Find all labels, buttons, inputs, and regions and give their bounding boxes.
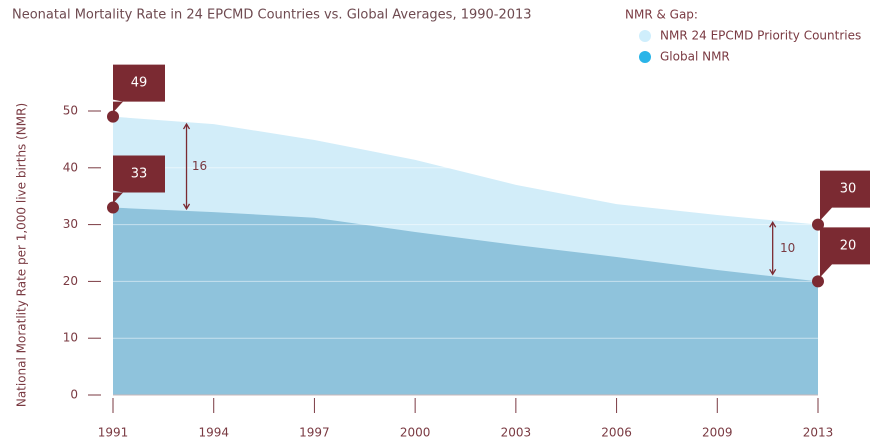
callout-box: [113, 155, 165, 204]
data-label: 20: [840, 238, 857, 253]
gap-label: 16: [192, 159, 207, 173]
y-axis-label: National Moratlity Rate per 1,000 live b…: [15, 103, 29, 407]
x-tick-label: 2006: [601, 426, 632, 440]
chart-title: Neonatal Mortality Rate in 24 EPCMD Coun…: [12, 8, 532, 23]
gap-label: 10: [780, 241, 795, 255]
data-label: 30: [840, 182, 857, 197]
x-tick-label: 2000: [400, 426, 431, 440]
callout-box: [820, 170, 870, 221]
x-tick-label: 2003: [501, 426, 532, 440]
y-tick-label: 0: [70, 388, 78, 402]
x-tick-label: 1991: [98, 426, 129, 440]
arrow-head: [769, 268, 777, 276]
arrow-head: [182, 122, 191, 130]
legend-swatch: [639, 30, 651, 42]
y-tick-label: 50: [63, 104, 78, 118]
callout-point: [107, 110, 119, 123]
area: [113, 207, 818, 395]
legend-label: NMR 24 EPCMD Priority Countries: [660, 29, 861, 43]
legend-label: Global NMR: [660, 50, 730, 64]
callout-point: [812, 275, 824, 288]
legend-swatch: [639, 51, 651, 63]
y-tick-label: 10: [63, 331, 78, 345]
arrow-head: [182, 203, 191, 211]
x-tick-label: 1994: [198, 426, 229, 440]
data-label: 33: [131, 167, 148, 182]
y-tick-label: 40: [63, 160, 78, 174]
callout-box: [113, 64, 165, 113]
arrow-head: [769, 220, 777, 228]
callout-box: [820, 227, 870, 278]
y-tick-label: 30: [63, 217, 78, 231]
x-tick-label: 2013: [803, 426, 834, 440]
callout-point: [107, 201, 119, 214]
legend-title: NMR & Gap:: [625, 8, 698, 22]
x-tick-label: 2009: [702, 426, 733, 440]
x-tick-label: 1997: [299, 426, 330, 440]
y-tick-label: 20: [63, 274, 78, 288]
data-label: 49: [131, 76, 148, 91]
